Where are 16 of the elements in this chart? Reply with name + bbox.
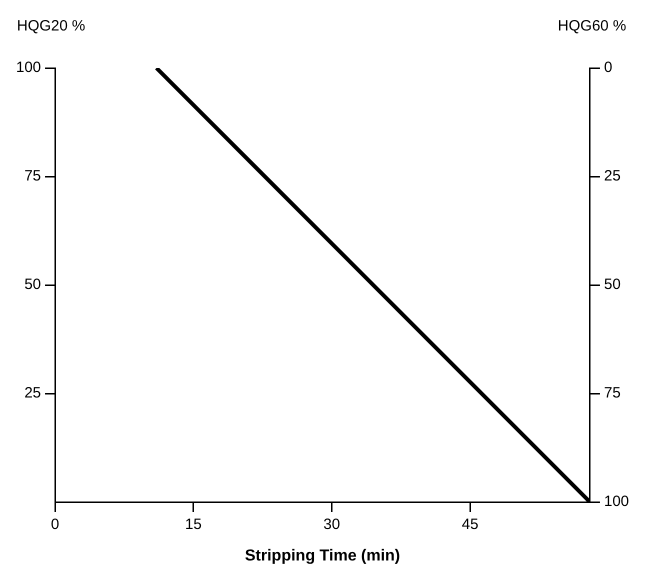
x-tick-label: 0 [50,516,60,534]
x-tick-label: 30 [323,516,340,534]
y2-axis-title: HQG60 % [558,18,626,35]
y2-tick-label: 50 [604,276,621,294]
x-tick-label: 15 [185,516,202,534]
y-tick-label: 100 [16,59,42,76]
y-tick-label: 75 [24,168,42,185]
y-tick-label: 25 [24,384,42,402]
y-axis-title: HQG20 % [16,18,86,35]
x-tick-label: 45 [462,516,478,534]
y-tick-label: 50 [24,276,42,294]
x-axis-title: Stripping Time (min) [244,547,400,564]
y2-tick-label: 75 [604,384,621,402]
y2-tick-label: 0 [604,59,612,76]
y2-tick-label: 25 [604,168,621,185]
y2-tick-label: 100 [604,493,630,510]
